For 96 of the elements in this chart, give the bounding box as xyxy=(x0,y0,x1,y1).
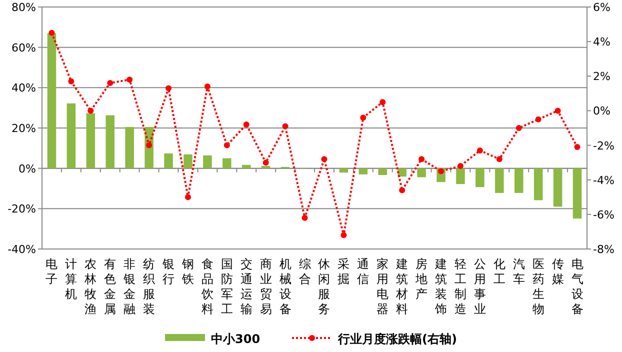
y2-tick-label: -2% xyxy=(593,139,614,152)
y2-tick-label: -8% xyxy=(593,243,614,256)
y-tick-label: 0% xyxy=(18,162,36,176)
bar xyxy=(534,168,543,200)
point xyxy=(418,156,425,162)
point xyxy=(399,187,406,194)
x-tick-label: 建筑装饰 xyxy=(434,257,448,316)
point xyxy=(302,214,308,221)
x-tick-label: 家用电器 xyxy=(376,257,389,316)
bar xyxy=(495,168,504,193)
y2-tick-label: 6% xyxy=(593,1,610,14)
x-tick-label: 交通运输 xyxy=(240,257,252,316)
bar xyxy=(125,126,134,168)
bar xyxy=(417,168,426,178)
x-tick-label: 建筑材料 xyxy=(395,257,408,316)
x-tick-label: 汽车 xyxy=(512,257,525,286)
point xyxy=(48,30,55,36)
bar xyxy=(106,115,115,168)
bar xyxy=(378,168,388,175)
point xyxy=(516,125,522,131)
point xyxy=(224,142,230,148)
y-tick-label: 40% xyxy=(12,82,36,95)
point xyxy=(262,160,269,166)
point xyxy=(146,142,152,148)
point xyxy=(68,78,74,84)
bar xyxy=(456,168,465,184)
y2-tick-label: -4% xyxy=(593,174,614,187)
point xyxy=(476,147,483,154)
bar xyxy=(222,158,232,168)
bar xyxy=(242,164,251,168)
point xyxy=(438,168,444,174)
bar xyxy=(572,168,582,219)
x-tick-label: 商业贸易 xyxy=(260,257,272,316)
bar xyxy=(476,168,484,188)
x-tick-label: 传媒 xyxy=(552,257,564,286)
bar xyxy=(184,154,192,168)
x-tick-label: 综合 xyxy=(298,257,311,286)
point xyxy=(321,156,328,162)
bar xyxy=(553,168,562,207)
y-tick-label: -40% xyxy=(8,243,36,256)
point xyxy=(126,76,133,83)
point xyxy=(204,84,210,90)
point xyxy=(457,163,464,170)
x-tick-label: 电气设备 xyxy=(571,257,584,316)
legend-label: 行业月度涨跌幅(右轴) xyxy=(337,332,457,346)
y-tick-label: 20% xyxy=(12,122,36,135)
x-tick-label: 休闲服务 xyxy=(318,257,330,316)
x-tick-label: 有色金属 xyxy=(104,257,116,316)
x-tick-label: 机械设备 xyxy=(279,257,292,316)
point xyxy=(243,122,250,128)
x-tick-label: 银行 xyxy=(162,257,175,286)
point xyxy=(496,156,502,162)
bar xyxy=(164,153,173,168)
bar xyxy=(398,168,406,177)
x-tick-label: 计算机 xyxy=(65,257,78,301)
point xyxy=(535,116,542,122)
x-tick-label: 非银金融 xyxy=(122,257,136,316)
bar xyxy=(261,166,270,168)
bar xyxy=(358,168,368,174)
y2-tick-label: 0% xyxy=(593,104,610,118)
x-tick-label: 公用事业 xyxy=(474,257,486,316)
point xyxy=(184,194,191,200)
y-tick-label: -20% xyxy=(8,202,36,216)
x-tick-label: 医药生物 xyxy=(532,257,544,316)
bar xyxy=(514,168,524,193)
point xyxy=(107,80,114,86)
x-tick-label: 化工 xyxy=(493,257,506,286)
y2-tick-label: 2% xyxy=(593,70,610,84)
x-tick-label: 农林牧渔 xyxy=(84,257,97,316)
x-tick-label: 房地产 xyxy=(414,257,428,301)
point xyxy=(88,108,94,114)
point xyxy=(340,232,347,238)
point xyxy=(282,123,288,130)
x-tick-label: 电子 xyxy=(46,257,58,286)
bar xyxy=(203,155,212,168)
x-tick-label: 采掘 xyxy=(338,257,350,286)
point xyxy=(380,99,386,106)
x-tick-label: 钢铁 xyxy=(180,257,194,286)
x-tick-label: 纺织服装 xyxy=(143,257,156,316)
point xyxy=(360,114,366,121)
bar xyxy=(339,168,348,173)
point xyxy=(574,144,580,150)
x-tick-label: 食品饮料 xyxy=(200,257,214,316)
y-tick-label: 60% xyxy=(12,41,36,54)
x-tick-label: 国防军工 xyxy=(220,257,233,316)
y2-tick-label: -6% xyxy=(593,208,614,222)
x-tick-label: 通信 xyxy=(357,257,370,286)
bar xyxy=(86,113,96,168)
legend-label: 中小300 xyxy=(211,332,260,346)
point xyxy=(166,85,172,92)
y-tick-label: 80% xyxy=(12,1,36,14)
point xyxy=(554,108,561,114)
bar xyxy=(47,33,56,168)
y2-tick-label: 4% xyxy=(593,36,610,49)
x-tick-label: 轻工制造 xyxy=(454,257,466,316)
bar xyxy=(66,103,76,168)
